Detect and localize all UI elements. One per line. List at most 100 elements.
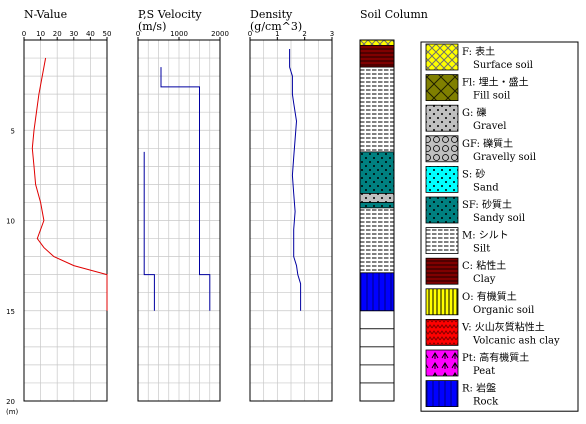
legend-label: O: 有機質土 xyxy=(462,290,517,303)
panel-nvalue: N-Value 0 10 20 30 40 50 xyxy=(22,8,112,402)
legend-label: G: 礫 xyxy=(462,106,487,119)
panel-frame xyxy=(23,39,108,402)
x-tick-label: 2 xyxy=(302,30,306,38)
legend-english: Rock xyxy=(473,397,499,408)
legend-item-R: R: 岩盤 Rock xyxy=(425,380,499,408)
legend-item-C: C: 粘性土 Clay xyxy=(425,257,506,285)
soil-column: Soil Column xyxy=(359,8,428,402)
x-tick-label: 0 xyxy=(136,30,140,38)
soil-layer-C xyxy=(359,45,395,68)
legend-swatch xyxy=(425,349,459,377)
legend-swatch xyxy=(425,74,459,101)
legend-english: Silt xyxy=(473,244,490,255)
legend-label: Fl: 埋土・盛土 xyxy=(462,76,529,89)
x-tick-label: 20 xyxy=(53,30,62,38)
legend-english: Gravel xyxy=(473,121,507,132)
x-tick-label: 1 xyxy=(275,30,279,38)
legend-label: C: 粘性土 xyxy=(462,259,506,272)
legend-item-GF: GF: 礫質土 Gravelly soil xyxy=(425,135,536,163)
soil-layer-SF xyxy=(359,202,395,209)
legend-swatch xyxy=(425,196,459,224)
legend-english: Surface soil xyxy=(473,60,533,71)
legend-english: Fill soil xyxy=(473,91,510,102)
legend-english: Gravelly soil xyxy=(473,152,536,163)
legend-swatch xyxy=(425,165,459,193)
soil-cell xyxy=(359,382,395,402)
legend-item-M: M: シルト Silt xyxy=(425,227,509,255)
panel-title: Density xyxy=(250,8,293,21)
soil-layer-R xyxy=(359,272,395,312)
x-tick-label: 30 xyxy=(69,30,78,38)
soil-column-title: Soil Column xyxy=(360,8,428,21)
legend-english: Sandy soil xyxy=(473,213,525,224)
legend-swatch xyxy=(425,380,459,408)
legend-label: SF: 砂質土 xyxy=(462,198,512,211)
soil-layer-M xyxy=(359,66,395,153)
legend-label: F: 表土 xyxy=(462,45,495,58)
legend-swatch xyxy=(425,43,459,71)
x-tick-label: 50 xyxy=(103,30,112,38)
legend-label: M: シルト xyxy=(462,231,509,242)
panel-density: Density(g/cm^3)0 1 2 3 xyxy=(248,8,334,402)
panel-title: N-Value xyxy=(24,8,67,21)
panel-unit: (m/s) xyxy=(138,20,166,33)
legend-swatch xyxy=(425,257,459,285)
depth-tick-label: 5 xyxy=(11,127,15,135)
x-tick-label: 0 xyxy=(248,30,252,38)
soil-layer-M xyxy=(359,207,395,274)
soil-cell xyxy=(359,328,395,348)
legend-item-S: S: 砂 Sand xyxy=(425,165,499,193)
legend-item-Pt: Pt: 高有機質土 Peat xyxy=(425,349,529,377)
x-tick-label: 2000 xyxy=(211,30,229,38)
x-tick-label: 1000 xyxy=(170,30,188,38)
x-tick-label: 10 xyxy=(36,30,45,38)
panel-title: P,S Velocity xyxy=(138,8,202,21)
depth-unit: (m) xyxy=(6,408,19,416)
legend-label: GF: 礫質土 xyxy=(462,137,513,150)
legend-swatch xyxy=(425,227,459,255)
legend-item-F: F: 表土 Surface soil xyxy=(425,43,533,71)
legend-english: Organic soil xyxy=(473,305,534,316)
legend-label: Pt: 高有機質土 xyxy=(462,351,529,364)
series-line-density-0 xyxy=(289,49,302,311)
depth-tick-label: 15 xyxy=(6,308,15,316)
soil-column-frame xyxy=(359,39,395,402)
soil-cell xyxy=(359,346,395,366)
series-line-nvalue-0 xyxy=(31,57,108,311)
legend-label: S: 砂 xyxy=(462,167,485,180)
soil-layer-G xyxy=(359,193,395,203)
legend-label: V: 火山灰質粘性土 xyxy=(461,320,545,333)
legend-english: Clay xyxy=(473,274,496,285)
legend-english: Peat xyxy=(473,366,495,377)
x-tick-label: 3 xyxy=(330,30,334,38)
depth-tick-label: 20 xyxy=(6,398,15,406)
legend-item-V: V: 火山灰質粘性土 Volcanic ash clay xyxy=(425,318,560,346)
panel-unit: (g/cm^3) xyxy=(250,20,302,33)
legend-english: Volcanic ash clay xyxy=(472,335,560,346)
x-tick-label: 0 xyxy=(22,30,26,38)
legend-item-SF: SF: 砂質土 Sandy soil xyxy=(425,196,525,224)
legend-item-Fl: Fl: 埋土・盛土 Fill soil xyxy=(425,74,529,102)
legend-swatch xyxy=(425,104,459,132)
panel-velocity: P,S Velocity(m/s)0 1000 2000 xyxy=(136,8,229,402)
legend-item-G: G: 礫 Gravel xyxy=(425,104,507,132)
legend-swatch xyxy=(425,135,459,163)
depth-tick-label: 10 xyxy=(6,218,15,226)
soil-cell xyxy=(359,364,395,384)
legend-swatch xyxy=(425,288,459,316)
soil-layer-SF xyxy=(359,151,395,194)
legend-swatch xyxy=(425,318,459,346)
legend-english: Sand xyxy=(473,182,499,193)
legend-item-O: O: 有機質土 Organic soil xyxy=(425,288,534,316)
x-tick-label: 40 xyxy=(86,30,95,38)
panel-frame xyxy=(249,39,333,402)
legend-label: R: 岩盤 xyxy=(462,382,496,395)
soil-cell xyxy=(359,310,395,330)
soil-layer-F xyxy=(359,39,395,46)
series-line-velocity-0 xyxy=(160,67,211,311)
depth-axis: 5 10 15 20 (m) xyxy=(6,127,19,416)
series-line-velocity-1 xyxy=(143,151,155,311)
